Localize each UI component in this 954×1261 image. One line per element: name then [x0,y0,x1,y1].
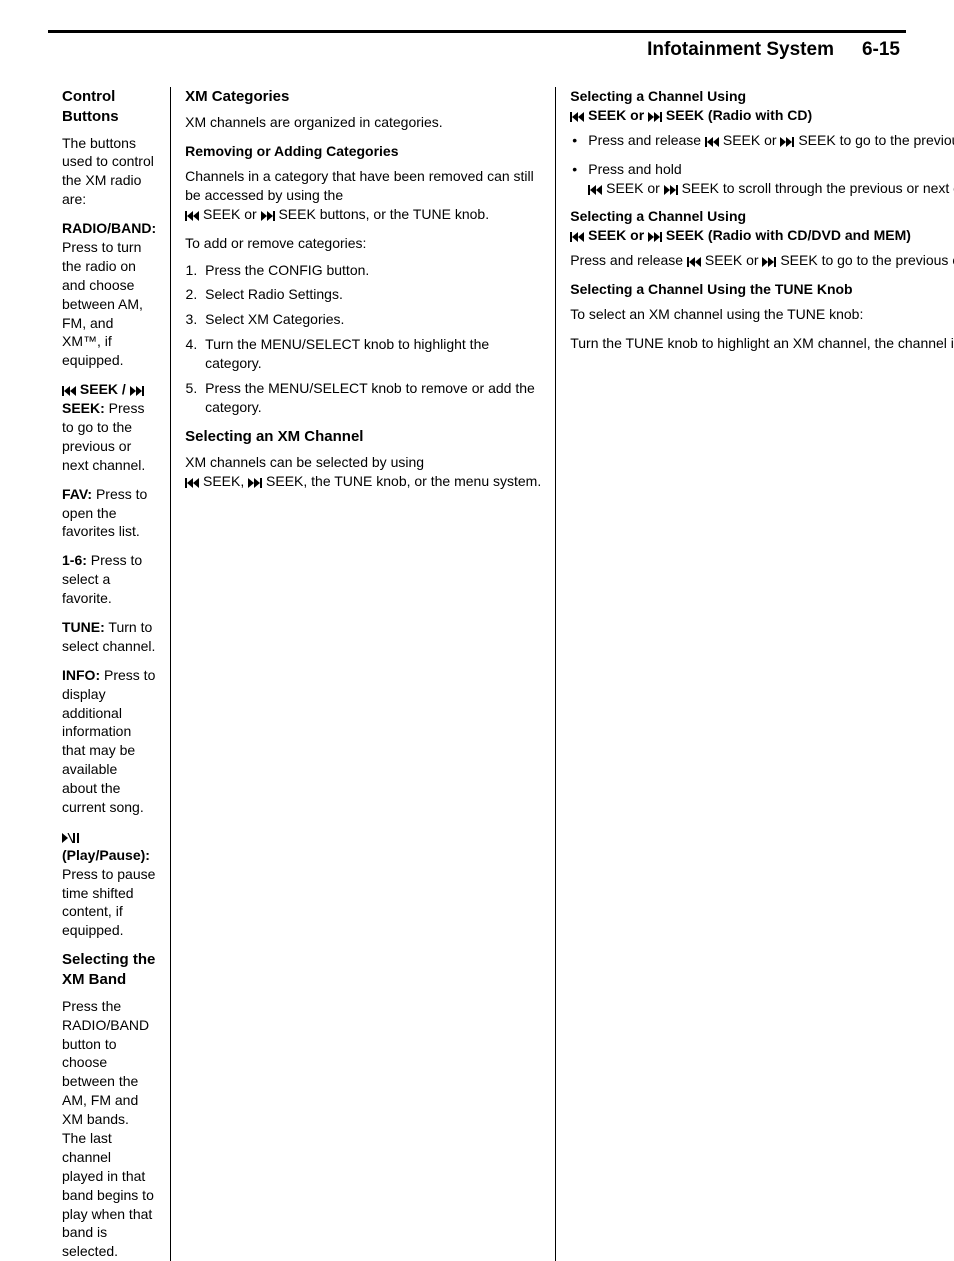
seek-prev-icon [588,185,602,195]
step-5: Press the MENU/SELECT knob to remove or … [201,379,541,417]
cd-bullet-2: Press and hold SEEK or SEEK to scroll th… [570,160,954,198]
label-onesix: 1-6: [62,552,87,568]
step-4: Turn the MENU/SELECT knob to highlight t… [201,335,541,373]
tune-p1: To select an XM channel using the TUNE k… [570,305,954,324]
text-info: Press to display additional information … [62,667,155,815]
item-tune: TUNE: Turn to select channel. [62,618,156,656]
seek-next-icon [762,257,776,267]
content-columns: Control Buttons The buttons used to cont… [48,87,906,1261]
seek-next-icon [780,137,794,147]
heading-selecting-xm-channel: Selecting an XM Channel [185,427,541,447]
text-selecting-xm-channel: XM channels can be selected by using SEE… [185,453,541,491]
seek-next-icon [130,386,144,396]
step-2: Select Radio Settings. [201,285,541,304]
text-mem: Press and release SEEK or SEEK to go to … [570,251,954,270]
item-info: INFO: Press to display additional inform… [62,666,156,817]
seek-prev-icon [570,112,584,122]
heading-selecting-xm-band: Selecting the XM Band [62,950,156,991]
control-intro: The buttons used to control the XM radio… [62,134,156,210]
item-play-pause: (Play/Pause): Press to pause time shifte… [62,827,156,940]
item-onesix: 1-6: Press to select a favorite. [62,551,156,608]
label-info: INFO: [62,667,100,683]
step-1: Press the CONFIG button. [201,261,541,280]
item-radio-band: RADIO/BAND: Press to turn the radio on a… [62,219,156,370]
header-rule [48,30,906,33]
text-selecting-xm-band: Press the RADIO/BAND button to choose be… [62,997,156,1261]
heading-select-channel-mem: Selecting a Channel Using SEEK or SEEK (… [570,207,954,245]
seek-next-icon [261,211,275,221]
manual-page: Infotainment System 6-15 Control Buttons… [0,0,954,638]
seek-prev-icon [705,137,719,147]
page-header: Infotainment System 6-15 [48,39,906,61]
column-1: Control Buttons The buttons used to cont… [48,87,170,1261]
label-fav: FAV: [62,486,92,502]
heading-control-buttons: Control Buttons [62,87,156,128]
column-3: Selecting a Channel Using SEEK or SEEK (… [555,87,954,1261]
label-radio-band: RADIO/BAND: [62,220,156,236]
text-play-pause: Press to pause time shifted content, if … [62,866,155,939]
seek-prev-icon [185,211,199,221]
label-tune: TUNE: [62,619,105,635]
text-removing-adding: Channels in a category that have been re… [185,167,541,224]
step-3: Select XM Categories. [201,310,541,329]
cd-bullets: Press and release SEEK or SEEK to go to … [570,131,954,198]
tune-p2: Turn the TUNE knob to highlight an XM ch… [570,334,954,353]
seek-prev-icon [570,232,584,242]
seek-prev-icon [687,257,701,267]
text-xm-categories: XM channels are organized in categories. [185,113,541,132]
seek-next-icon [648,112,662,122]
heading-removing-adding: Removing or Adding Categories [185,142,541,161]
header-title: Infotainment System [647,39,834,61]
cd-bullet-1: Press and release SEEK or SEEK to go to … [570,131,954,150]
heading-select-channel-tune: Selecting a Channel Using the TUNE Knob [570,280,954,299]
seek-next-icon [248,478,262,488]
seek-prev-icon [185,478,199,488]
item-seek: SEEK / SEEK: Press to go to the previous… [62,380,156,474]
label-play-pause: (Play/Pause): [62,828,150,863]
text-radio-band: Press to turn the radio on and choose be… [62,239,143,368]
item-fav: FAV: Press to open the favorites list. [62,485,156,542]
addremove-steps: Press the CONFIG button. Select Radio Se… [201,261,541,417]
play-pause-icon [62,833,79,843]
seek-next-icon [648,232,662,242]
seek-prev-icon [62,386,76,396]
heading-xm-categories: XM Categories [185,87,541,107]
addremove-intro: To add or remove categories: [185,234,541,253]
column-2: XM Categories XM channels are organized … [170,87,555,1261]
heading-select-channel-cd: Selecting a Channel Using SEEK or SEEK (… [570,87,954,125]
header-page-number: 6-15 [862,39,900,61]
seek-next-icon [664,185,678,195]
